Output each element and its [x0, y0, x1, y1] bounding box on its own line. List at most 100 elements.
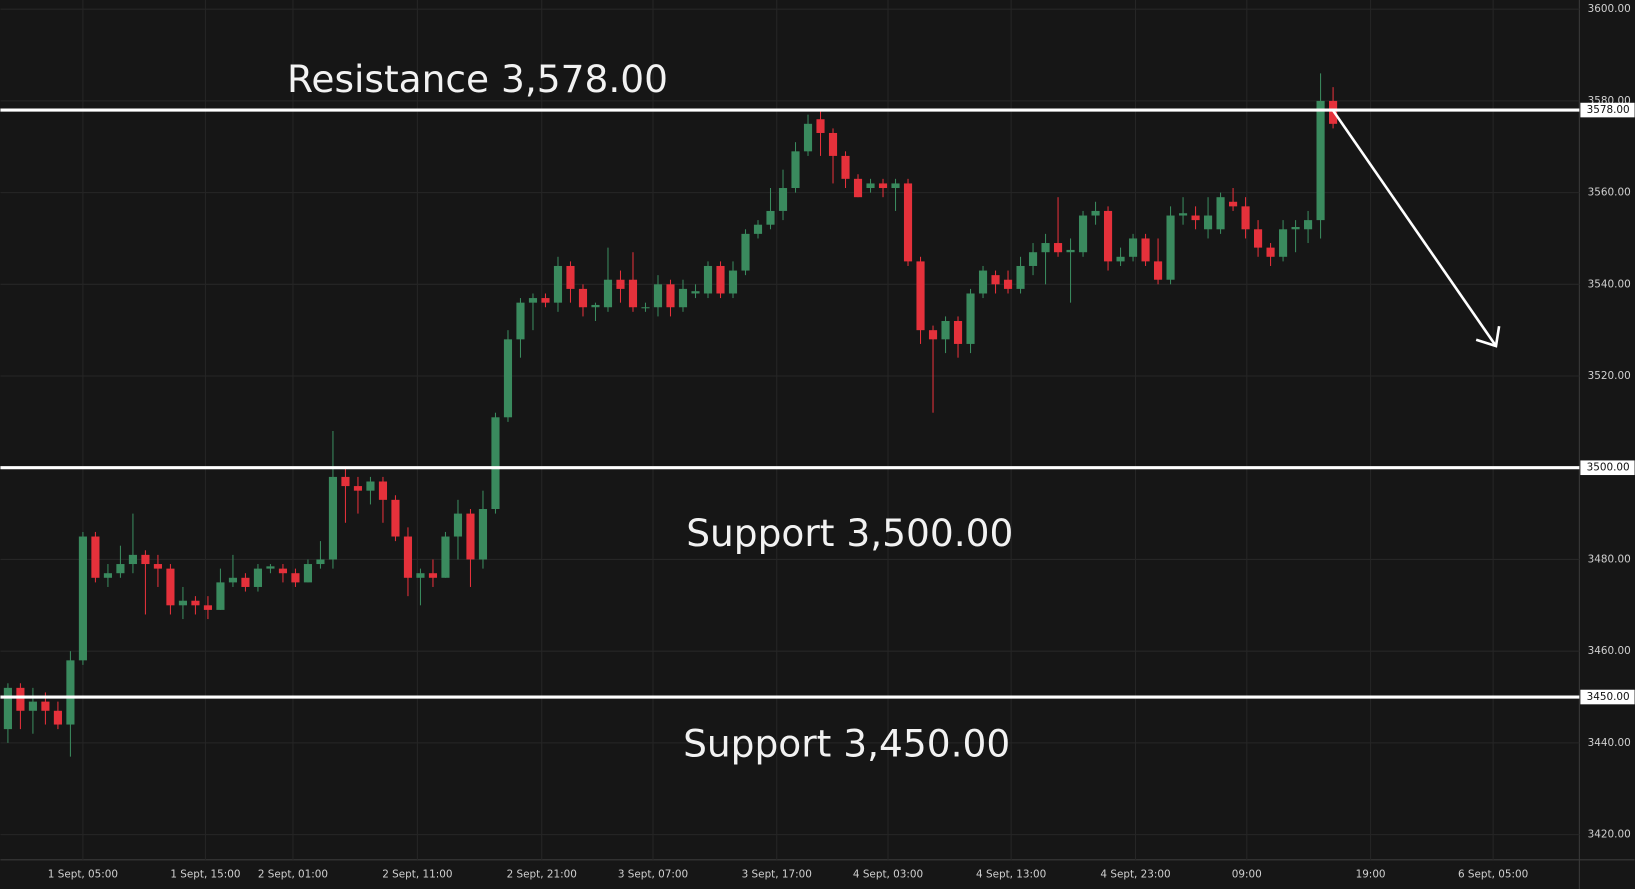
candle-body: [541, 298, 550, 303]
candle-body: [53, 710, 62, 725]
candle-body: [528, 298, 538, 303]
x-tick-label: 4 Sept, 23:00: [1100, 868, 1170, 880]
candle-body: [516, 302, 525, 340]
candle-body: [1241, 206, 1250, 230]
candle-body: [16, 687, 25, 711]
candle-body: [391, 499, 400, 537]
candle-body: [1066, 249, 1075, 253]
level-tag-label: 3578.00: [1587, 104, 1630, 116]
candle-body: [41, 701, 50, 711]
candle-body: [416, 573, 425, 578]
candle-body: [128, 554, 137, 565]
candle-body: [778, 188, 788, 211]
candle-body: [341, 476, 350, 487]
candle-body: [453, 513, 463, 537]
candle-body: [1291, 226, 1300, 230]
candle-body: [678, 288, 688, 308]
grid: [0, 0, 1580, 860]
candle-body: [253, 568, 263, 587]
candle-body: [303, 564, 313, 583]
y-tick-label: 3460.00: [1588, 645, 1631, 657]
y-tick-label: 3560.00: [1588, 187, 1631, 199]
candle-body: [1266, 247, 1275, 257]
candle-body: [1253, 229, 1263, 248]
candle-body: [703, 265, 713, 294]
y-tick-label: 3520.00: [1588, 370, 1631, 382]
candle-body: [266, 566, 275, 569]
candle-body: [291, 573, 300, 583]
candle-body: [103, 573, 112, 578]
candle-body: [566, 265, 575, 289]
candle-body: [816, 119, 825, 133]
y-tick-label: 3440.00: [1588, 737, 1631, 749]
candle-body: [216, 582, 225, 610]
candle-body: [3, 687, 12, 730]
candle-body: [828, 132, 838, 156]
candle-body: [1166, 215, 1175, 280]
candle-body: [1028, 252, 1038, 266]
candle-body: [1216, 197, 1225, 230]
candle-body: [766, 210, 775, 225]
candle-body: [978, 270, 988, 294]
y-tick-label: 3600.00: [1588, 3, 1631, 15]
level-tag: [1580, 689, 1635, 705]
candle-body: [578, 288, 588, 308]
candle-body: [428, 573, 438, 578]
candle-body: [628, 279, 638, 308]
level-annotation: Support 3,500.00: [686, 511, 1013, 555]
candle-body: [178, 600, 187, 606]
candle-body: [916, 261, 925, 331]
candle-body: [641, 307, 650, 309]
candle-body: [653, 284, 663, 308]
candle-body: [166, 568, 175, 606]
candle-body: [928, 330, 938, 340]
candle-body: [903, 183, 913, 262]
candle-body: [891, 183, 900, 189]
candle-body: [853, 178, 863, 198]
x-tick-label: 3 Sept, 07:00: [618, 868, 688, 880]
candle-body: [1228, 201, 1238, 207]
y-tick-label: 3480.00: [1588, 553, 1631, 565]
candle-body: [491, 417, 500, 510]
candle-body: [116, 564, 125, 574]
candle-body: [466, 513, 475, 560]
candle-body: [403, 536, 413, 578]
x-tick-label: 3 Sept, 17:00: [742, 868, 812, 880]
candle-body: [1116, 256, 1125, 262]
candle-body: [878, 183, 888, 189]
candle-body: [791, 151, 800, 189]
candle-body: [966, 293, 975, 344]
candle-body: [1016, 265, 1025, 289]
candle-body: [691, 291, 700, 294]
candle-body: [753, 224, 763, 234]
candle-body: [441, 536, 450, 578]
x-tick-label: 4 Sept, 03:00: [853, 868, 923, 880]
candle-body: [503, 339, 513, 418]
candle-body: [603, 279, 613, 308]
candle-body: [1279, 229, 1288, 257]
x-tick-label: 1 Sept, 15:00: [170, 868, 240, 880]
x-tick-label: 1 Sept, 05:00: [48, 868, 118, 880]
x-tick-label: 09:00: [1232, 868, 1262, 880]
candle-body: [1153, 261, 1163, 280]
x-tick-label: 2 Sept, 01:00: [258, 868, 328, 880]
candle-body: [803, 123, 813, 152]
candle-body: [153, 564, 162, 569]
candle-body: [1203, 215, 1213, 230]
candle-body: [728, 270, 738, 294]
candle-body: [666, 284, 675, 308]
candle-body: [1178, 213, 1188, 216]
candle-body: [741, 233, 750, 271]
candle-body: [1128, 238, 1138, 257]
candle-body: [991, 275, 1000, 285]
candle-body: [378, 481, 388, 500]
candle-body: [328, 476, 338, 560]
candle-body: [1078, 215, 1088, 253]
candle-body: [1003, 279, 1013, 289]
candles: [3, 73, 1338, 757]
y-tick-label: 3540.00: [1588, 278, 1631, 290]
candle-body: [553, 265, 563, 303]
candle-body: [28, 701, 37, 711]
